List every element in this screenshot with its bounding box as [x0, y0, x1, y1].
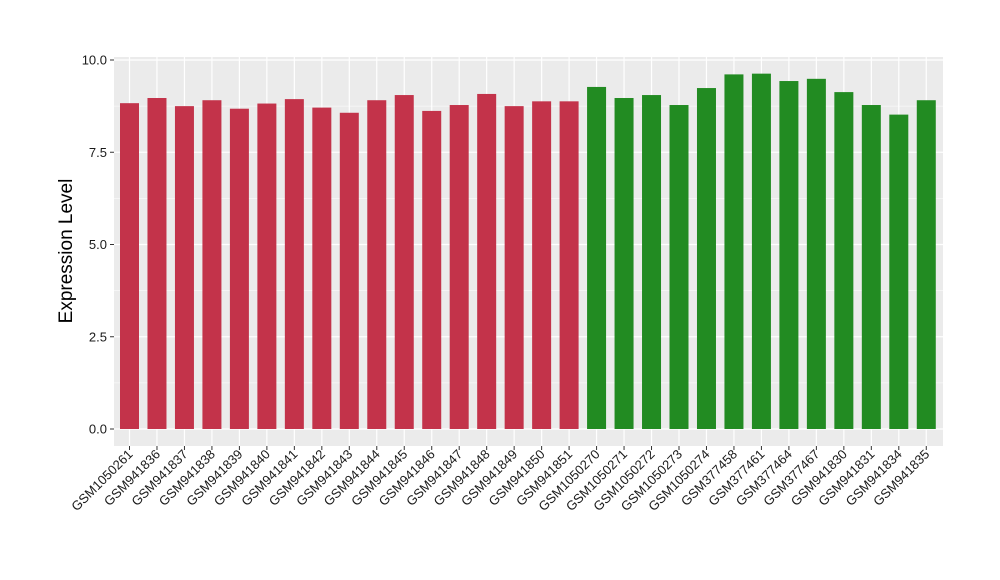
plot-panel [114, 57, 943, 446]
bar-GSM1050273 [669, 105, 689, 429]
bar-GSM941831 [861, 105, 881, 429]
bar-GSM377458 [724, 74, 744, 430]
y-tick-label: 7.5 [89, 145, 107, 160]
bar-GSM941839 [229, 108, 249, 429]
bar-GSM941837 [174, 106, 194, 429]
bar-GSM941846 [422, 110, 442, 429]
bar-GSM941851 [559, 101, 579, 429]
bar-GSM1050271 [614, 98, 634, 429]
x-axis: GSM1050261GSM941836GSM941837GSM941838GSM… [68, 446, 932, 514]
bar-GSM941850 [532, 101, 552, 429]
bar-GSM941849 [504, 106, 524, 429]
y-axis-title: Expression Level [56, 179, 77, 324]
bar-GSM941847 [449, 105, 469, 429]
bar-GSM941834 [889, 114, 909, 429]
bar-GSM1050274 [696, 88, 716, 429]
bar-GSM941843 [339, 112, 359, 429]
y-tick-label: 2.5 [89, 329, 107, 344]
bar-GSM1050270 [587, 86, 607, 429]
bar-GSM377461 [751, 73, 771, 429]
bar-GSM941840 [257, 103, 277, 430]
bar-GSM377467 [806, 78, 826, 429]
bars [120, 73, 936, 430]
bar-GSM1050261 [120, 103, 139, 429]
bar-GSM941848 [477, 93, 497, 429]
y-axis: 0.0 2.5 5.0 7.5 10.0 [82, 53, 114, 437]
bar-GSM1050272 [642, 95, 662, 430]
bar-GSM941845 [394, 95, 414, 430]
bar-GSM941836 [147, 98, 167, 429]
bar-GSM941838 [202, 100, 222, 429]
bar-GSM941844 [367, 100, 387, 429]
bar-GSM941830 [834, 92, 854, 429]
bar-GSM377464 [779, 81, 799, 430]
bar-GSM941835 [916, 100, 936, 429]
bar-GSM941841 [284, 99, 304, 429]
y-tick-label: 10.0 [82, 53, 107, 68]
y-tick-label: 5.0 [89, 237, 107, 252]
grid-minor [114, 105, 943, 384]
y-tick-label: 0.0 [89, 422, 107, 437]
bar-GSM941842 [312, 107, 332, 429]
